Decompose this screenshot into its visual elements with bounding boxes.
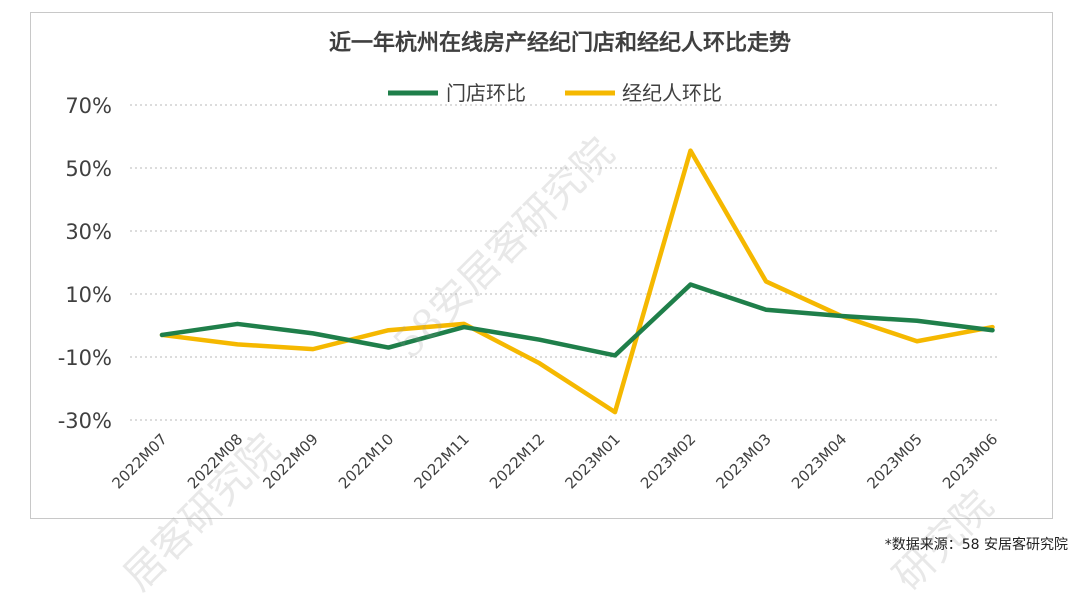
x-tick-label: 2023M05	[863, 430, 925, 492]
x-tick-label: 2023M04	[788, 430, 850, 492]
chart-title: 近一年杭州在线房产经纪门店和经纪人环比走势	[329, 30, 791, 56]
series-line-store	[159, 282, 995, 358]
x-tick-label: 2022M07	[108, 430, 170, 492]
y-tick-label: -30%	[58, 409, 112, 433]
legend-label-store: 门店环比	[446, 81, 526, 105]
chart-frame	[30, 12, 1053, 519]
line-chart: 近一年杭州在线房产经纪门店和经纪人环比走势 门店环比 经纪人环比 70% 50% 3…	[58, 30, 1002, 492]
series-lines	[159, 148, 995, 415]
data-source-note: *数据来源：58 安居客研究院	[884, 537, 1068, 553]
legend: 门店环比 经纪人环比	[388, 81, 722, 105]
gridlines	[130, 104, 1000, 421]
y-tick-label: 50%	[65, 157, 112, 181]
y-axis-ticks: 70% 50% 30% 10% -10% -30%	[58, 94, 112, 433]
x-tick-label: 2022M12	[486, 430, 548, 492]
legend-label-agent: 经纪人环比	[622, 81, 722, 105]
y-tick-label: -10%	[58, 346, 112, 370]
x-tick-label: 2022M10	[335, 430, 397, 492]
y-tick-label: 10%	[65, 283, 112, 307]
x-tick-label: 2023M03	[712, 430, 774, 492]
x-tick-label: 2023M01	[561, 430, 623, 492]
y-tick-label: 30%	[65, 220, 112, 244]
series-line-agent	[159, 148, 995, 415]
x-tick-label: 2023M02	[637, 430, 699, 492]
y-tick-label: 70%	[65, 94, 112, 118]
x-tick-label: 2022M11	[410, 430, 472, 492]
